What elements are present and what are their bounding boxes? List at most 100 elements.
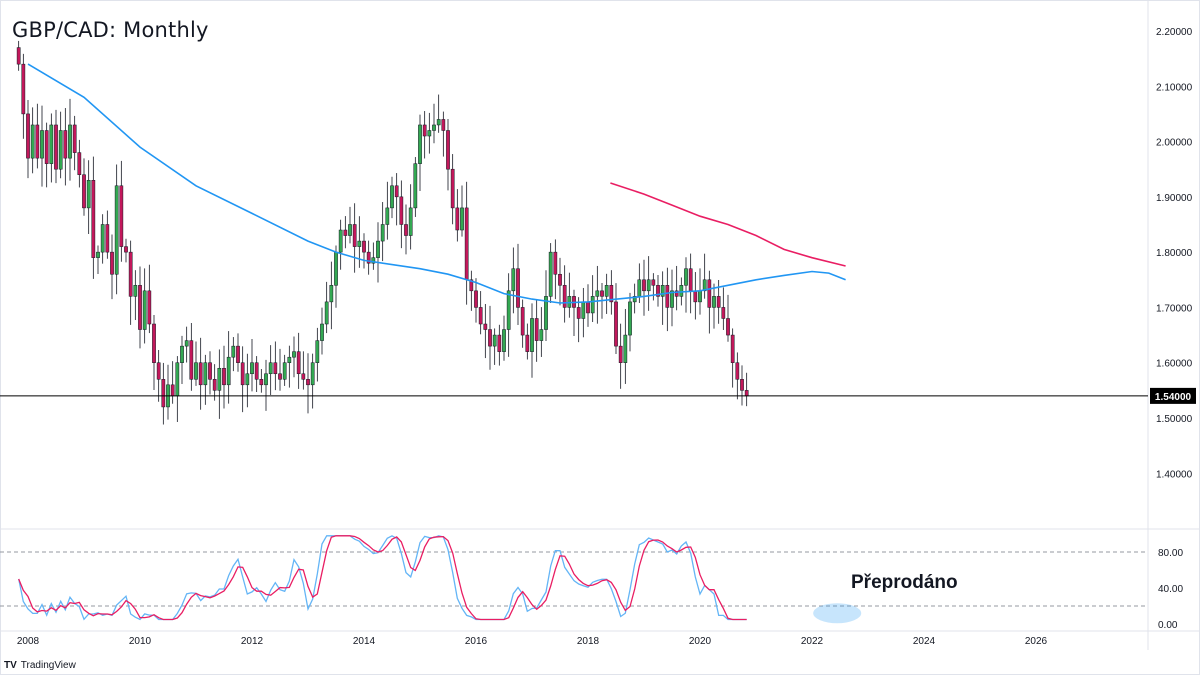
candle-body [124, 246, 128, 253]
candle-body [245, 373, 250, 386]
candle-body [464, 207, 469, 281]
candle-body [483, 323, 488, 330]
candle-body [315, 340, 320, 363]
candle-body [590, 296, 595, 314]
candle-body [348, 224, 352, 236]
candle-body [586, 301, 590, 314]
candle-body [688, 268, 693, 292]
candle-body [520, 307, 525, 336]
candle-body [40, 130, 44, 159]
candle-body [292, 351, 296, 358]
candle-body [86, 180, 91, 209]
candle-body [525, 334, 530, 352]
candle-body [488, 329, 492, 347]
candle-body [469, 279, 474, 292]
candle-body [68, 124, 72, 159]
candle-body [320, 323, 324, 341]
candle-body [744, 390, 749, 397]
candle-body [511, 268, 516, 292]
candle-body [576, 307, 581, 319]
candle-body [250, 362, 254, 375]
candle-body [338, 229, 343, 253]
candle-body [21, 63, 26, 115]
candle-body [273, 362, 278, 375]
candle-body [516, 268, 520, 308]
candle-body [618, 345, 623, 363]
candle-body [30, 124, 35, 159]
candle-body [707, 279, 712, 308]
candle-body [502, 329, 506, 352]
candle-body [217, 367, 222, 391]
candle-body [259, 379, 264, 386]
candle-body [203, 362, 208, 386]
candle-body [450, 168, 455, 209]
candle-body [49, 124, 54, 164]
chart-title: GBP/CAD: Monthly [12, 18, 209, 42]
candle-body [198, 362, 203, 386]
candle-body [357, 240, 362, 247]
watermark-text: TradingView [20, 660, 76, 671]
candle-body [455, 207, 460, 231]
candle-body [478, 307, 483, 325]
horizontal-line-label-box [1150, 387, 1196, 404]
candle-body [721, 307, 726, 319]
candle-body [604, 285, 609, 297]
candle-body [306, 379, 310, 386]
candle-body [287, 356, 292, 363]
candle-body [208, 362, 212, 380]
time-tick-label: 2026 [1025, 636, 1048, 647]
candle-body [254, 362, 259, 380]
candle-body [609, 285, 614, 303]
candle-body [506, 290, 511, 330]
candle-body [418, 124, 422, 164]
price-tick-label: 2.20000 [1156, 27, 1193, 38]
candle-body [530, 318, 534, 352]
candle-body [740, 379, 744, 391]
candle-body [660, 285, 665, 297]
candle-body [665, 285, 670, 308]
candle-body [133, 285, 138, 297]
candle-body [492, 334, 497, 347]
stochastic-d-line [18, 535, 747, 621]
candle-body [175, 362, 180, 397]
candle-body [240, 362, 245, 386]
price-tick-label: 2.00000 [1156, 138, 1193, 149]
time-tick-label: 2008 [17, 636, 40, 647]
candle-body [231, 345, 236, 358]
time-tick-label: 2020 [689, 636, 712, 647]
moving-average-blue [27, 63, 846, 304]
candle-body [544, 296, 548, 330]
candle-body [264, 373, 268, 386]
candle-body [399, 196, 404, 225]
candle-body [642, 279, 646, 292]
time-tick-label: 2022 [801, 636, 824, 647]
candle-body [138, 285, 142, 330]
candle-body [105, 224, 110, 253]
candle-body [212, 379, 217, 391]
candle-body [385, 207, 390, 225]
candle-body [716, 296, 721, 308]
candle-body [623, 334, 628, 363]
price-tick-label: 1.60000 [1156, 359, 1193, 370]
candle-body [394, 185, 399, 198]
candle-body [226, 356, 231, 386]
price-tick-label: 1.50000 [1156, 414, 1193, 425]
price-tick-label: 1.80000 [1156, 248, 1193, 259]
time-tick-label: 2014 [353, 636, 376, 647]
candle-body [329, 285, 334, 303]
candle-body [446, 130, 450, 170]
candle-body [656, 285, 660, 297]
time-tick-label: 2024 [913, 636, 936, 647]
candle-body [684, 268, 688, 286]
horizontal-line-label: 1.54000 [1155, 392, 1192, 403]
candle-body [334, 251, 338, 286]
candle-body [352, 224, 357, 247]
candle-body [460, 207, 464, 231]
candle-body [553, 251, 558, 275]
candle-body [371, 257, 376, 264]
price-tick-label: 1.70000 [1156, 303, 1193, 314]
candle-body [100, 224, 105, 253]
oscillator-tick-label: 0.00 [1158, 620, 1178, 631]
